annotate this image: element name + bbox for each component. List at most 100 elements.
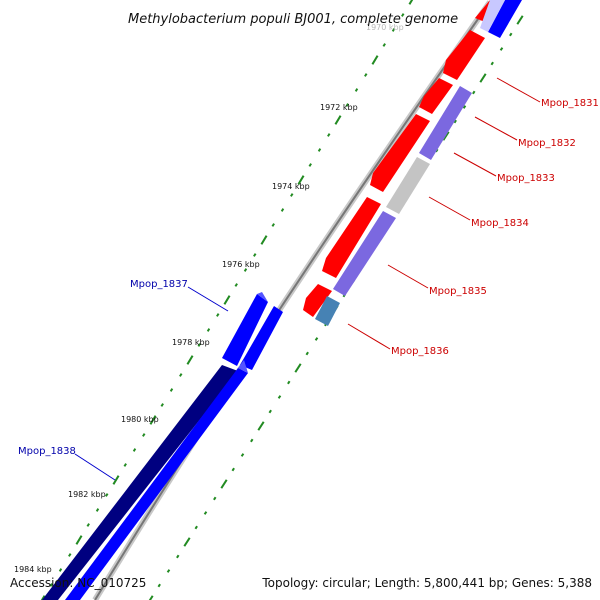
gene-mpop-1830-feature-edge [480, 0, 505, 32]
map-title: Methylobacterium populi BJ001, complete … [128, 12, 458, 27]
major-tick [294, 363, 302, 373]
minor-tick [280, 208, 285, 212]
label-mpop-1838[interactable]: Mpop_1838 [18, 446, 76, 457]
gene-mpop-1833-cds[interactable] [370, 114, 430, 192]
gene-mpop-1834-feature[interactable] [333, 211, 396, 296]
forward-cds-track [303, 0, 502, 317]
scale-label-1970: 1970 kbp [366, 23, 404, 32]
gene-mpop-1838-cds[interactable] [42, 365, 238, 600]
minor-tick [509, 32, 513, 37]
major-tick [479, 73, 487, 83]
gene-mpop-1836-feature[interactable] [315, 296, 340, 326]
gene-mpop-1838-feature-tip [238, 360, 248, 373]
minor-tick [364, 73, 368, 77]
label-mpop-1835[interactable]: Mpop_1835 [429, 286, 487, 297]
label-mpop-1834[interactable]: Mpop_1834 [471, 218, 529, 229]
leader-mpop-1833 [453, 152, 497, 177]
minor-tick [382, 43, 386, 47]
gene-mpop-1833-feature[interactable] [386, 157, 430, 214]
minor-tick [123, 463, 127, 467]
major-tick [112, 475, 120, 485]
minor-tick [132, 448, 137, 452]
label-mpop-1832[interactable]: Mpop_1832 [518, 138, 576, 149]
minor-tick [250, 438, 254, 443]
major-tick [442, 131, 450, 141]
minor-tick [197, 343, 201, 347]
major-tick [257, 421, 265, 431]
major-tick [223, 295, 231, 305]
scale-label-1984: 1984 kbp [14, 565, 52, 574]
minor-tick [453, 119, 457, 124]
major-tick [260, 235, 268, 245]
reverse-track [42, 292, 283, 600]
major-tick [75, 535, 83, 545]
minor-tick [142, 433, 146, 437]
major-tick [516, 15, 524, 25]
gene-mpop-1832-feature[interactable] [419, 86, 472, 160]
minor-tick [231, 467, 235, 472]
label-mpop-1837[interactable]: Mpop_1837 [130, 279, 188, 290]
minor-tick [49, 583, 53, 587]
minor-tick [462, 105, 467, 109]
major-tick [297, 175, 305, 185]
major-tick [186, 355, 194, 365]
leader-mpop-1834 [428, 196, 471, 221]
minor-tick [354, 88, 359, 92]
forward-feature-track [315, 0, 522, 326]
leader-mpop-1835 [387, 264, 429, 289]
accession-text: Accession: NC_010725 [10, 576, 147, 590]
topology-summary: Topology: circular; Length: 5,800,441 bp… [262, 576, 592, 590]
scale-label-1978: 1978 kbp [172, 338, 210, 347]
gene-mpop-1837-feature[interactable] [240, 306, 283, 370]
minor-tick [240, 453, 245, 457]
minor-tick [271, 223, 275, 227]
leader-mpop-1838 [74, 453, 116, 481]
minor-tick [391, 28, 396, 32]
minor-tick [213, 496, 217, 501]
minor-tick [499, 47, 504, 51]
gene-mpop-1837-cds-tip [257, 292, 268, 302]
scale-label-1982: 1982 kbp [68, 490, 106, 499]
minor-tick [194, 525, 198, 530]
major-tick [408, 0, 414, 5]
minor-tick [490, 61, 494, 66]
minor-tick [176, 554, 180, 559]
minor-tick [305, 351, 309, 356]
minor-tick [216, 313, 220, 317]
gene-mpop-1838-feature[interactable] [65, 368, 248, 600]
gene-mpop-1836-cds[interactable] [303, 284, 332, 317]
gene-mpop-1831-cds[interactable] [443, 30, 485, 80]
scale-label-1974: 1974 kbp [272, 182, 310, 191]
minor-tick [86, 523, 90, 527]
leader-mpop-1831 [496, 77, 541, 103]
scale-label-1976: 1976 kbp [222, 260, 260, 269]
minor-tick [166, 569, 171, 573]
gene-mpop-1837-cds[interactable] [222, 294, 268, 366]
minor-tick [234, 283, 238, 287]
minor-tick [206, 328, 211, 332]
gene-mpop-1832-cds[interactable] [419, 78, 453, 114]
minor-tick [268, 409, 272, 414]
label-mpop-1833[interactable]: Mpop_1833 [497, 173, 555, 184]
minor-tick [243, 268, 248, 272]
leader-mpop-1837 [187, 286, 229, 312]
minor-tick [95, 508, 100, 512]
minor-tick [314, 337, 319, 341]
gene-mpop-1830-feature[interactable] [488, 0, 522, 38]
scale-label-1972: 1972 kbp [320, 103, 358, 112]
minor-tick [327, 133, 331, 137]
minor-tick [345, 103, 349, 107]
minor-tick [58, 568, 63, 572]
minor-tick [472, 90, 476, 95]
minor-tick [68, 553, 72, 557]
label-mpop-1831[interactable]: Mpop_1831 [541, 98, 599, 109]
minor-tick [253, 253, 257, 257]
scale-labels: 1970 kbp 1972 kbp 1974 kbp 1976 kbp 1978… [14, 23, 404, 574]
gene-mpop-1834-cds[interactable] [322, 197, 381, 278]
minor-tick [317, 148, 322, 152]
minor-tick [401, 13, 405, 17]
major-tick [371, 55, 379, 65]
major-tick [149, 415, 157, 425]
label-mpop-1836[interactable]: Mpop_1836 [391, 346, 449, 357]
